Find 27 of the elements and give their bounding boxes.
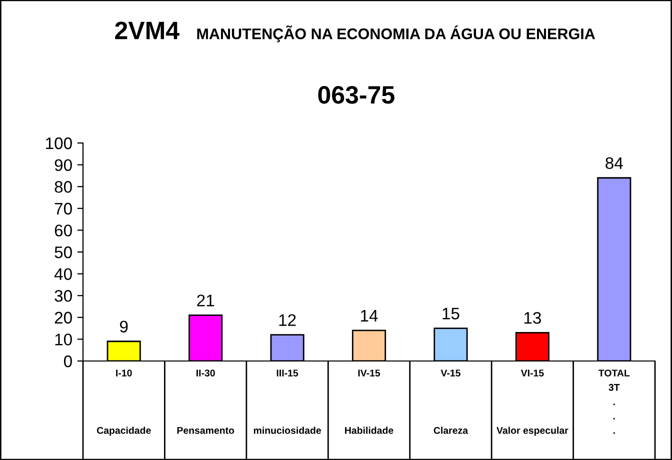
- data-label: 9: [120, 320, 128, 333]
- category-label: III-15 minuciosidade: [254, 370, 321, 434]
- y-tick-label: 90: [54, 159, 72, 172]
- category-label: TOTAL 3T . . .: [598, 370, 630, 434]
- data-label: 12: [279, 314, 296, 326]
- y-tick-label: 50: [54, 246, 72, 258]
- category-label: I-10 Capacidade: [96, 370, 151, 436]
- y-tick-label: 40: [54, 268, 72, 280]
- y-tick-label: 100: [46, 137, 72, 150]
- y-tick-label: 70: [54, 202, 72, 215]
- data-label: 15: [442, 308, 460, 320]
- chart-title: 2VM4 MANUTENÇÃO NA ECONOMIA DA ÁGUA OU ENERGIA: [115, 22, 595, 42]
- data-label: 84: [606, 157, 623, 170]
- category-label: V-15 Clareza: [434, 370, 468, 434]
- data-label: 21: [197, 294, 214, 306]
- y-tick-label: 60: [54, 224, 72, 236]
- y-tick-label: 10: [55, 334, 72, 346]
- chart-subtitle: 063-75: [318, 86, 394, 104]
- category-label: II-30 Pensamento: [177, 370, 234, 434]
- category-label: VI-15 Valor especular: [496, 370, 568, 436]
- data-label: 14: [361, 310, 378, 322]
- y-tick-label: 30: [54, 290, 72, 302]
- data-label: 13: [524, 312, 541, 324]
- category-label: IV-15 Habilidade: [345, 370, 394, 434]
- y-tick-label: 0: [64, 355, 72, 368]
- y-tick-label: 80: [54, 181, 72, 193]
- y-tick-label: 20: [54, 312, 72, 324]
